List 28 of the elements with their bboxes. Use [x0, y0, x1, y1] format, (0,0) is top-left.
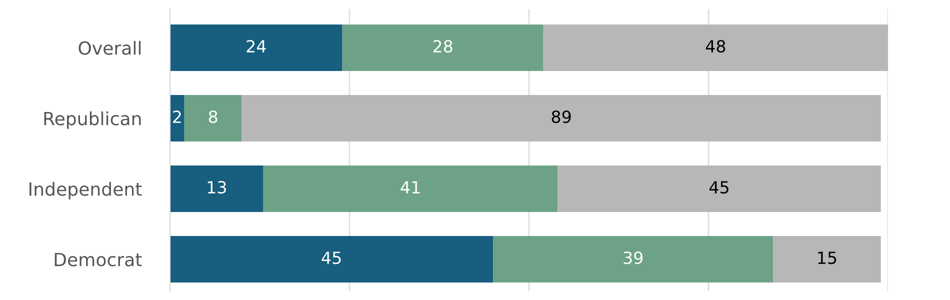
bar — [170, 236, 494, 283]
bar — [170, 24, 342, 72]
data-label: 39 — [624, 252, 643, 264]
data-label: 2 — [173, 110, 181, 123]
bar — [184, 95, 242, 142]
bar — [558, 166, 881, 212]
y-tick-label: Republican — [44, 111, 141, 129]
data-label: 8 — [208, 110, 218, 124]
data-label: 41 — [400, 181, 420, 194]
bar — [543, 24, 888, 72]
data-label: 48 — [706, 40, 726, 53]
bar — [342, 24, 544, 72]
bar — [263, 166, 558, 212]
y-tick-label: Independent — [30, 182, 142, 200]
bar — [170, 95, 184, 142]
data-label: 45 — [709, 181, 728, 194]
bar — [773, 236, 881, 283]
data-label: 89 — [552, 110, 571, 124]
data-label: 45 — [322, 252, 341, 264]
data-label: 15 — [818, 252, 836, 264]
data-label: 24 — [246, 40, 266, 52]
y-tick-label: Democrat — [54, 252, 142, 266]
bar — [493, 236, 774, 283]
data-label: 13 — [208, 181, 226, 194]
data-label: 28 — [433, 40, 452, 53]
bar — [170, 166, 264, 212]
bar — [242, 95, 881, 142]
y-tick-label: Overall — [78, 40, 141, 55]
